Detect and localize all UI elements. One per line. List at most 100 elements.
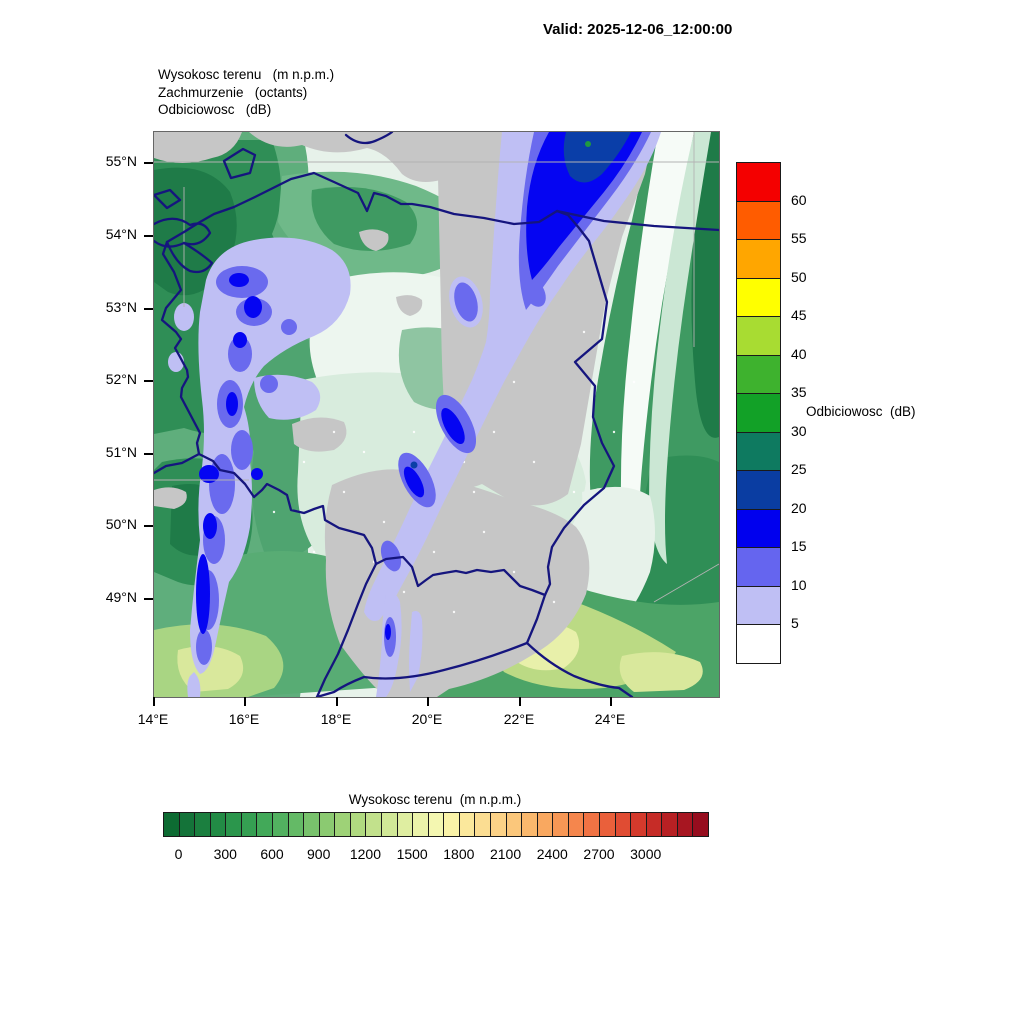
- reflectivity-colorbar-segment: [736, 200, 781, 241]
- reflectivity-colorbar-segment: [736, 431, 781, 472]
- legend-line-reflectivity: Odbiciowosc (dB): [158, 102, 272, 117]
- poland-border: [160, 171, 616, 597]
- lat-tick-label: 49°N: [105, 589, 137, 605]
- terrain-tick-label: 600: [260, 846, 284, 862]
- lat-tick: [144, 598, 153, 600]
- terrain-colorbar-segment: [490, 812, 507, 837]
- terrain-tick-label: 1800: [443, 846, 475, 862]
- lon-tick-label: 22°E: [503, 711, 535, 727]
- reflectivity-colorbar-segment: [736, 316, 781, 356]
- reflectivity-colorbar-segment: [736, 354, 781, 395]
- terrain-colorbar-segment: [692, 812, 709, 837]
- reflectivity-colorbar-segment: [736, 508, 781, 549]
- bornholm-island: [222, 147, 257, 180]
- terrain-colorbar-segment: [396, 812, 414, 837]
- germany-czech-border: [152, 452, 201, 475]
- reflectivity-tick-label: 45: [791, 307, 807, 324]
- terrain-colorbar-title: Wysokosc terenu (m n.p.m.): [348, 792, 522, 807]
- reflectivity-tick-label: 50: [791, 268, 807, 285]
- legend-line-terrain: Wysokosc terenu (m n.p.m.): [158, 67, 335, 82]
- terrain-colorbar-segment: [412, 812, 429, 837]
- lat-tick: [144, 525, 153, 527]
- reflectivity-colorbar-segment: [736, 239, 781, 279]
- german-coast-usedom: [165, 240, 214, 274]
- lon-tick: [244, 697, 246, 706]
- terrain-tick-label: 2700: [583, 846, 615, 862]
- reflectivity-tick-label: 35: [791, 384, 807, 401]
- lon-tick-label: 24°E: [594, 711, 626, 727]
- speckle-layer: [272, 330, 636, 614]
- lon-tick-label: 20°E: [411, 711, 443, 727]
- field-legend: Wysokosc terenu (m n.p.m.) Zachmurzenie …: [158, 66, 334, 119]
- terrain-colorbar-segment: [334, 812, 351, 837]
- radar-20db-core: [410, 132, 631, 469]
- reflectivity-tick-label: 30: [791, 422, 807, 439]
- reflectivity-colorbar-segment: [736, 162, 781, 202]
- terrain-colorbar-segment: [365, 812, 382, 837]
- terrain-colorbar-segment: [427, 812, 445, 837]
- reflectivity-colorbar-segment: [736, 547, 781, 587]
- terrain-colorbar-segment: [178, 812, 196, 837]
- terrain-colorbar-segment: [505, 812, 523, 837]
- radar-15db-cores: [196, 132, 642, 640]
- reflectivity-colorbar-segment: [736, 277, 781, 318]
- lat-tick: [144, 308, 153, 310]
- terrain-colorbar-segment: [349, 812, 367, 837]
- lat-tick: [144, 162, 153, 164]
- terrain-colorbar-segment: [225, 812, 242, 837]
- terrain-colorbar-segment: [474, 812, 491, 837]
- terrain-colorbar-segment: [676, 812, 694, 837]
- slovakia-hungary-border: [315, 641, 529, 699]
- terrain-tick-label: 900: [307, 846, 331, 862]
- map-canvas: [152, 130, 721, 699]
- lat-tick-label: 52°N: [105, 371, 137, 387]
- terrain-colorbar-segment: [194, 812, 211, 837]
- reflectivity-tick-label: 5: [791, 615, 799, 632]
- terrain-tick-label: 300: [213, 846, 237, 862]
- reflectivity-colorbar-segment: [736, 393, 781, 433]
- lon-tick: [427, 697, 429, 706]
- terrain-tick-label: 1200: [349, 846, 381, 862]
- german-coast-islet: [152, 188, 182, 210]
- reflectivity-colorbar-title: Odbiciowosc (dB): [806, 404, 916, 419]
- terrain-colorbar-segment: [303, 812, 320, 837]
- reflectivity-tick-label: 10: [791, 576, 807, 593]
- reflectivity-colorbar-segment: [736, 470, 781, 510]
- terrain-colorbar-segment: [583, 812, 600, 837]
- lat-tick-label: 50°N: [105, 516, 137, 532]
- top-coast-arc: [344, 130, 394, 145]
- lat-tick: [144, 235, 153, 237]
- terrain-colorbar-segment: [536, 812, 554, 837]
- reflectivity-colorbar-segment: [736, 624, 781, 664]
- terrain-colorbar-segment: [630, 812, 647, 837]
- lon-tick-label: 14°E: [137, 711, 169, 727]
- terrain-colorbar-segment: [381, 812, 398, 837]
- terrain-colorbar-segment: [240, 812, 258, 837]
- map-frame: [152, 130, 721, 699]
- terrain-tick-label: 3000: [630, 846, 662, 862]
- lat-tick-label: 54°N: [105, 226, 137, 242]
- reflectivity-tick-label: 40: [791, 345, 807, 362]
- terrain-colorbar-segment: [661, 812, 678, 837]
- lat-tick-label: 51°N: [105, 444, 137, 460]
- reflectivity-tick-label: 15: [791, 538, 807, 555]
- lon-tick: [336, 697, 338, 706]
- lon-tick: [519, 697, 521, 706]
- terrain-colorbar-segment: [645, 812, 663, 837]
- lat-tick: [144, 380, 153, 382]
- german-coast-ruegen: [152, 217, 212, 248]
- terrain-colorbar-segment: [443, 812, 460, 837]
- terrain-colorbar-segment: [287, 812, 305, 837]
- lon-tick: [153, 697, 155, 706]
- lon-tick-label: 18°E: [320, 711, 352, 727]
- lat-tick-label: 53°N: [105, 299, 137, 315]
- reflectivity-colorbar-segment: [736, 585, 781, 626]
- ukraine-hungary-border: [525, 641, 634, 699]
- border-layer: [152, 130, 721, 699]
- terrain-colorbar-segment: [209, 812, 227, 837]
- lat-tick: [144, 453, 153, 455]
- terrain-tick-label: 2100: [489, 846, 522, 862]
- terrain-colorbar-segment: [614, 812, 632, 837]
- terrain-tick-label: 0: [174, 846, 183, 862]
- terrain-colorbar-segment: [567, 812, 585, 837]
